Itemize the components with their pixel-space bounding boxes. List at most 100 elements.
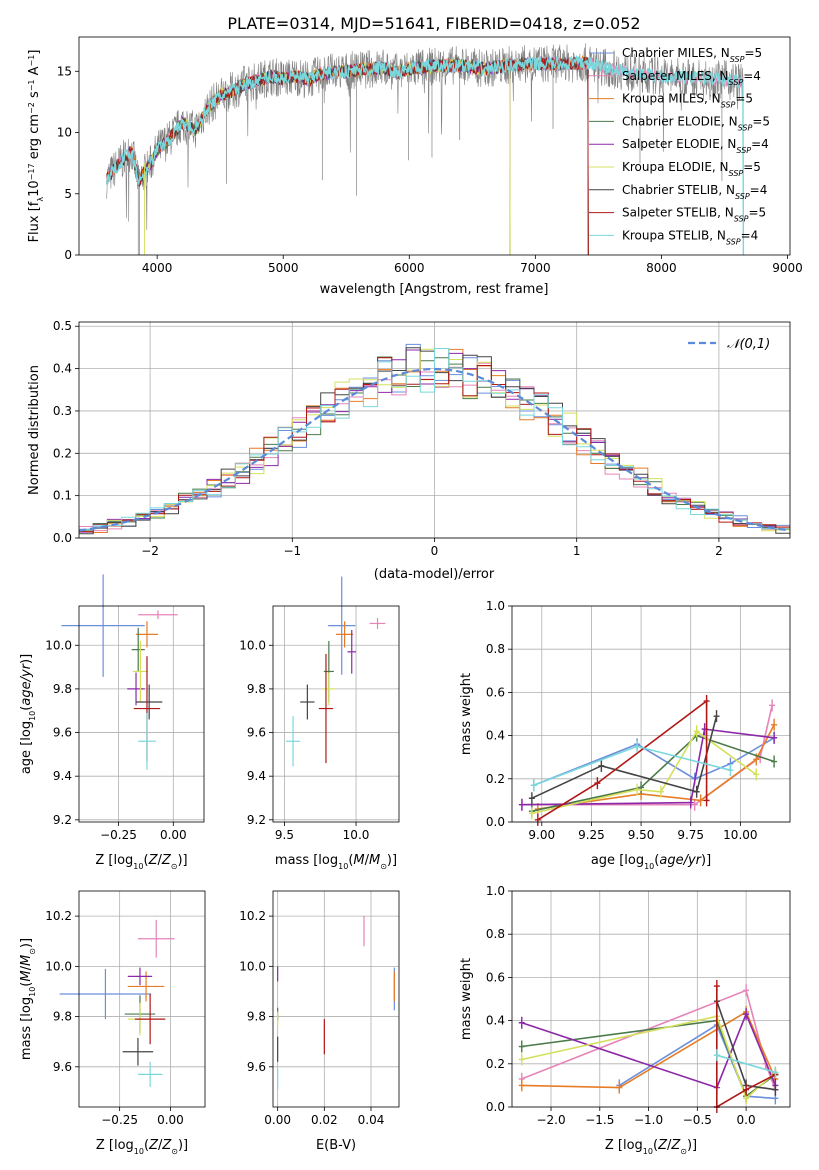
axes-residuals: −2 −1 0 1 2 0.0 0.1 0.2 0.3 0.4 0.5 𝒩(0,1) (data-mod… [27, 319, 791, 582]
x-tick-label: −0.25 [100, 828, 137, 842]
y-tick-label: 0.2 [486, 1057, 505, 1071]
y-tick-label: 0.8 [486, 642, 505, 656]
x-tick-label: −1.0 [634, 1113, 663, 1127]
plot-area [59, 919, 175, 1087]
x-tick-label: 1 [573, 544, 581, 558]
y-tick-label: 0.0 [486, 1100, 505, 1114]
y-tick-label: 10.2 [45, 909, 72, 923]
plot-area [61, 574, 178, 770]
data-marker [713, 980, 720, 993]
model-spectrum-9 [106, 54, 745, 255]
data-marker [528, 807, 535, 820]
axes-frame [78, 321, 791, 539]
x-tick-label: 9000 [772, 261, 803, 275]
data-marker [638, 781, 645, 794]
x-tick-label: 7000 [520, 261, 551, 275]
model-spectrum-5 [144, 58, 511, 255]
y-tick-label: 0.2 [53, 446, 72, 460]
x-axis-label: mass [log10(M/M⊙)] [275, 853, 397, 871]
y-tick-label: 0 [64, 248, 72, 262]
data-marker [598, 759, 605, 772]
data-marker [518, 1016, 525, 1029]
axes-frame [511, 890, 791, 1108]
x-tick-label: 0.00 [157, 1113, 184, 1127]
y-tick-label: 0.4 [53, 362, 72, 376]
data-marker [771, 731, 778, 744]
figure-title: PLATE=0314, MJD=51641, FIBERID=0418, z=0… [227, 14, 640, 33]
y-tick-label: 9.6 [247, 726, 266, 740]
model-spectrum-3 [106, 54, 589, 255]
y-tick-label: 9.8 [53, 1010, 72, 1024]
x-axis-label: Z [log10(Z/Z⊙)] [95, 853, 187, 871]
y-tick-label: 0.1 [53, 489, 72, 503]
legend-label: Salpeter MILES, NSSP=4 [622, 69, 761, 87]
y-tick-label: 9.8 [53, 682, 72, 696]
legend-label: Salpeter ELODIE, NSSP=4 [622, 137, 769, 155]
legend-label: Chabrier MILES, NSSP=5 [622, 46, 762, 64]
x-tick-label: 5000 [268, 261, 299, 275]
model-spectrum-1 [106, 56, 589, 255]
data-marker [743, 1008, 750, 1021]
x-axis-label: Z [log10(Z/Z⊙)] [96, 1138, 188, 1156]
x-tick-label: −2 [141, 544, 159, 558]
data-marker [771, 718, 778, 731]
legend-label: 𝒩(0,1) [727, 337, 770, 352]
y-tick-label: 9.6 [247, 1060, 266, 1074]
axes-Z_vs_mass_weight: −2.0 −1.5 −1.0 −0.5 0.0 0.0 0.2 0.4 0.6 0.8 1.0 Z [… [459, 884, 791, 1156]
series-line-3 [537, 724, 775, 810]
x-tick-label: 9.50 [628, 828, 655, 842]
y-tick-label: 9.6 [53, 726, 72, 740]
x-tick-label: 9.5 [275, 828, 294, 842]
y-tick-label: 0.3 [53, 404, 72, 418]
legend-label: Chabrier STELIB, NSSP=4 [622, 183, 767, 201]
y-tick-label: 10.2 [239, 909, 266, 923]
y-tick-label: 5 [64, 187, 72, 201]
y-tick-label: 9.2 [53, 813, 72, 827]
data-marker [518, 798, 525, 811]
y-tick-label: 0.2 [486, 772, 505, 786]
y-axis-label: Normed distribution [27, 365, 42, 495]
plot-area [518, 695, 778, 826]
y-tick-label: 10.0 [239, 959, 266, 973]
data-marker [697, 794, 704, 807]
y-tick-label: 0.0 [53, 531, 72, 545]
data-marker [691, 798, 698, 811]
histogram-9 [79, 348, 790, 534]
series-line-9 [716, 1054, 776, 1074]
x-tick-label: 0.00 [160, 828, 187, 842]
y-axis-label: mass weight [459, 673, 474, 755]
x-tick-label: 0.00 [264, 1113, 291, 1127]
y-tick-label: 0.0 [486, 815, 505, 829]
x-tick-label: 0.04 [358, 1113, 385, 1127]
model-spectrum-8 [106, 57, 589, 255]
axes-frame [272, 890, 400, 1108]
legend-label: Salpeter STELIB, NSSP=5 [622, 206, 766, 224]
data-marker [518, 1053, 525, 1066]
x-tick-label: −2.0 [536, 1113, 565, 1127]
y-tick-label: 9.8 [247, 682, 266, 696]
y-tick-label: 0.8 [486, 927, 505, 941]
x-axis-label: age [log10(age/yr)] [591, 853, 711, 871]
x-tick-label: −1.5 [585, 1113, 614, 1127]
data-marker [693, 785, 700, 798]
legend: Chabrier MILES, NSSP=5 Salpeter MILES, NS… [589, 46, 770, 246]
axes-ebv_vs_mass: 0.00 0.02 0.04 9.6 9.8 10.0 10.2 E(B-V) [239, 890, 400, 1153]
data-marker [743, 984, 750, 997]
data-marker [634, 783, 641, 796]
data-marker [713, 1049, 720, 1062]
axes-frame [78, 36, 791, 256]
data-marker [771, 755, 778, 768]
x-tick-label: −0.25 [101, 1113, 138, 1127]
x-axis-label: (data-model)/error [374, 567, 495, 582]
legend-label: Kroupa ELODIE, NSSP=5 [622, 160, 761, 178]
data-marker [616, 1081, 623, 1094]
axes-frame [78, 890, 206, 1108]
model-spectrum-6 [144, 59, 511, 255]
y-tick-label: 9.2 [247, 813, 266, 827]
data-marker [657, 785, 664, 798]
data-marker [769, 699, 776, 712]
x-tick-label: 2 [715, 544, 723, 558]
axes-frame [511, 605, 791, 823]
x-tick-label: −1 [283, 544, 301, 558]
